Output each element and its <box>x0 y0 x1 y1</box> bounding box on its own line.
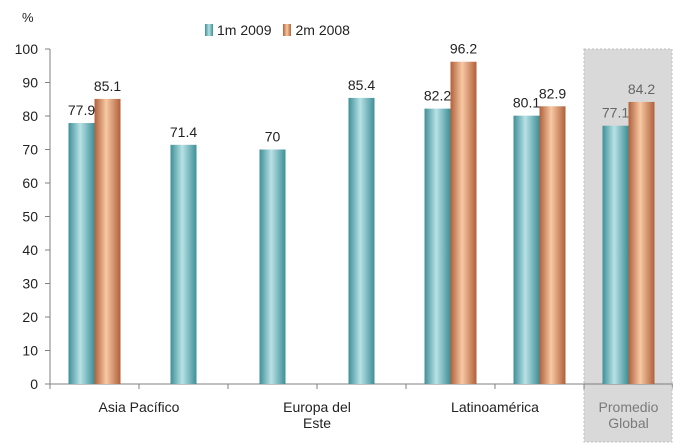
category-label-line: Promedio <box>599 399 659 415</box>
y-axis-unit: % <box>22 10 34 25</box>
y-tick-label-10: 10 <box>22 343 38 359</box>
y-tick-label-100: 100 <box>15 41 39 57</box>
bar-promedio-global-1m-2009 <box>602 125 629 384</box>
y-tick-label-70: 70 <box>22 142 38 158</box>
data-label-promedio-global-2m-2008: 84.2 <box>628 81 655 97</box>
bar-latinoamerica-a-2m-2008 <box>450 61 477 384</box>
data-label-latinoamerica-a-2m-2008: 96.2 <box>450 41 477 57</box>
legend-item-1m-2009: 1m 2009 <box>205 22 271 38</box>
bar-promedio-global-2m-2008 <box>628 101 655 385</box>
category-label-3: Promedio Global <box>599 399 659 431</box>
data-label-europa-del-este-a-1m-2009: 70 <box>265 129 281 145</box>
chart-legend: 1m 2009 2m 2008 <box>205 22 362 38</box>
category-label-line: Europa del <box>283 399 351 415</box>
y-tick-label-0: 0 <box>30 376 38 392</box>
bar-latinoamerica-b-2m-2008 <box>539 106 566 384</box>
bar-latinoamerica-b-1m-2009 <box>513 115 540 384</box>
category-label-0: Asia Pacífico <box>99 399 180 415</box>
data-label-promedio-global-1m-2009: 77.1 <box>602 105 629 121</box>
y-tick-label-20: 20 <box>22 309 38 325</box>
bar-asia-pacifico-a-1m-2009 <box>68 123 95 384</box>
bar-latinoamerica-a-1m-2009 <box>424 108 451 384</box>
data-label-asia-pacifico-a-2m-2008: 85.1 <box>94 78 121 94</box>
category-label-line: Global <box>608 415 648 431</box>
data-label-latinoamerica-b-2m-2008: 82.9 <box>539 85 566 101</box>
data-label-latinoamerica-a-1m-2009: 82.2 <box>424 88 451 104</box>
legend-label-2m-2008: 2m 2008 <box>295 22 350 38</box>
category-label-line: Asia Pacífico <box>99 399 180 415</box>
data-label-latinoamerica-b-1m-2009: 80.1 <box>513 95 540 111</box>
legend-item-2m-2008: 2m 2008 <box>283 22 350 38</box>
legend-swatch-2m-2008 <box>283 24 292 36</box>
y-tick-label-50: 50 <box>22 209 38 225</box>
data-label-europa-del-este-b-1m-2009: 85.4 <box>348 77 375 93</box>
data-label-asia-pacifico-b-1m-2009: 71.4 <box>170 124 197 140</box>
category-label-line: Latinoamérica <box>451 399 539 415</box>
bar-asia-pacifico-b-1m-2009 <box>170 144 197 384</box>
legend-swatch-1m-2009 <box>205 24 213 36</box>
category-label-line: Este <box>303 415 331 431</box>
bar-europa-del-este-a-1m-2009 <box>259 149 286 384</box>
bar-asia-pacifico-a-2m-2008 <box>94 98 121 384</box>
y-tick-label-30: 30 <box>22 276 38 292</box>
y-tick-label-60: 60 <box>22 175 38 191</box>
category-label-1: Europa del Este <box>283 399 351 431</box>
y-tick-label-80: 80 <box>22 108 38 124</box>
data-label-asia-pacifico-a-1m-2009: 77.9 <box>68 102 95 118</box>
category-label-2: Latinoamérica <box>451 399 539 415</box>
y-tick-label-40: 40 <box>22 242 38 258</box>
y-tick-label-90: 90 <box>22 75 38 91</box>
bar-europa-del-este-b-1m-2009 <box>348 97 375 384</box>
legend-label-1m-2009: 1m 2009 <box>217 22 272 38</box>
